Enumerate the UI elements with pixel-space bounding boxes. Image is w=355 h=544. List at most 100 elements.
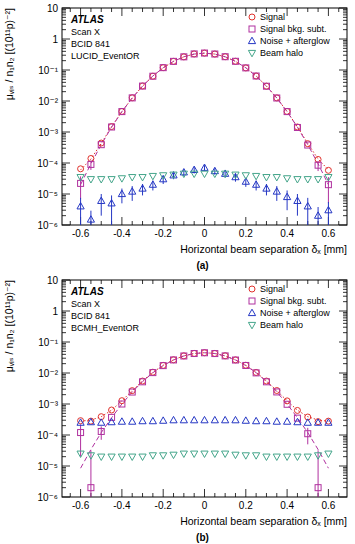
y-minor-tick bbox=[62, 71, 66, 72]
y-tick bbox=[62, 70, 70, 71]
x-tick bbox=[245, 280, 246, 288]
y-tick-label: 10⁻¹ bbox=[38, 337, 58, 348]
x-minor-tick bbox=[142, 280, 143, 284]
y-minor-tick bbox=[62, 29, 66, 30]
data-point bbox=[98, 140, 104, 146]
y-minor-tick bbox=[62, 144, 66, 145]
y-minor-tick bbox=[343, 76, 347, 77]
data-point bbox=[87, 177, 94, 183]
data-point bbox=[274, 389, 280, 395]
y-minor-tick bbox=[62, 166, 66, 167]
x-minor-tick bbox=[111, 8, 112, 12]
y-tick-label: 10 bbox=[47, 3, 59, 14]
y-tick bbox=[339, 373, 347, 374]
y-tick bbox=[62, 194, 70, 195]
y-tick bbox=[62, 311, 70, 312]
x-minor-tick bbox=[276, 493, 277, 497]
y-minor-tick bbox=[62, 179, 66, 180]
data-point bbox=[170, 172, 177, 178]
y-minor-tick bbox=[62, 284, 66, 285]
y-minor-tick bbox=[343, 472, 347, 473]
data-point bbox=[191, 351, 197, 357]
data-point bbox=[181, 353, 187, 359]
data-point bbox=[212, 51, 218, 57]
x-tick bbox=[163, 489, 164, 497]
data-point bbox=[139, 175, 146, 181]
y-minor-tick bbox=[62, 289, 66, 290]
y-minor-tick bbox=[62, 24, 66, 25]
data-point bbox=[88, 161, 94, 167]
fit-line bbox=[81, 53, 329, 170]
y-minor-tick bbox=[343, 469, 347, 470]
data-point bbox=[202, 350, 208, 356]
y-minor-tick bbox=[343, 45, 347, 46]
y-minor-tick bbox=[343, 51, 347, 52]
data-point bbox=[232, 357, 238, 363]
y-minor-tick bbox=[343, 86, 347, 87]
y-minor-tick bbox=[62, 478, 66, 479]
y-minor-tick bbox=[62, 456, 66, 457]
y-minor-tick bbox=[62, 102, 66, 103]
y-minor-tick bbox=[343, 144, 347, 145]
y-minor-tick bbox=[343, 467, 347, 468]
y-minor-tick bbox=[343, 179, 347, 180]
y-minor-tick bbox=[62, 283, 66, 284]
x-minor-tick bbox=[90, 280, 91, 284]
x-minor-tick bbox=[101, 493, 102, 497]
y-minor-tick bbox=[343, 284, 347, 285]
data-point bbox=[191, 51, 197, 57]
y-minor-tick bbox=[343, 377, 347, 378]
y-minor-tick bbox=[343, 315, 347, 316]
x-tick bbox=[121, 8, 122, 16]
y-minor-tick bbox=[343, 281, 347, 282]
x-minor-tick bbox=[101, 221, 102, 225]
x-minor-tick bbox=[256, 493, 257, 497]
y-minor-tick bbox=[343, 351, 347, 352]
y-minor-tick bbox=[62, 74, 66, 75]
x-minor-tick bbox=[111, 280, 112, 284]
data-point bbox=[108, 454, 115, 460]
legend-marker bbox=[249, 298, 255, 304]
y-minor-tick bbox=[62, 113, 66, 114]
data-point bbox=[150, 370, 156, 376]
y-minor-tick bbox=[62, 60, 66, 61]
legend-marker bbox=[248, 50, 255, 56]
y-minor-tick bbox=[343, 382, 347, 383]
y-minor-tick bbox=[62, 164, 66, 165]
x-minor-tick bbox=[70, 493, 71, 497]
data-point bbox=[232, 416, 239, 422]
y-minor-tick bbox=[62, 354, 66, 355]
data-point bbox=[294, 418, 301, 424]
y-minor-tick bbox=[343, 79, 347, 80]
error-bar bbox=[90, 211, 91, 225]
data-point bbox=[273, 454, 280, 460]
y-minor-tick bbox=[62, 376, 66, 377]
y-minor-tick bbox=[62, 79, 66, 80]
y-tick bbox=[62, 163, 70, 164]
y-minor-tick bbox=[343, 195, 347, 196]
figure: -0.6-0.4-0.200.20.40.610⁻⁶10⁻⁵10⁻⁴10⁻³10… bbox=[0, 0, 355, 544]
y-minor-tick bbox=[343, 73, 347, 74]
data-point bbox=[108, 418, 115, 424]
data-point bbox=[171, 357, 177, 363]
y-minor-tick bbox=[343, 172, 347, 173]
fit-line bbox=[81, 353, 329, 468]
panel-caption: (b) bbox=[196, 532, 209, 543]
y-minor-tick bbox=[343, 363, 347, 364]
y-tick bbox=[62, 132, 70, 133]
data-point bbox=[222, 54, 228, 60]
y-minor-tick bbox=[343, 48, 347, 49]
y-tick-label: 10⁻⁶ bbox=[37, 492, 58, 503]
data-point bbox=[242, 417, 249, 423]
annotation: Scan X bbox=[71, 27, 100, 37]
x-minor-tick bbox=[183, 280, 184, 284]
y-minor-tick bbox=[343, 71, 347, 72]
y-minor-tick bbox=[62, 320, 66, 321]
y-tick bbox=[62, 404, 70, 405]
y-minor-tick bbox=[62, 405, 66, 406]
x-minor-tick bbox=[266, 493, 267, 497]
y-tick bbox=[339, 311, 347, 312]
data-point bbox=[211, 171, 218, 177]
y-minor-tick bbox=[343, 376, 347, 377]
x-tick bbox=[204, 217, 205, 225]
